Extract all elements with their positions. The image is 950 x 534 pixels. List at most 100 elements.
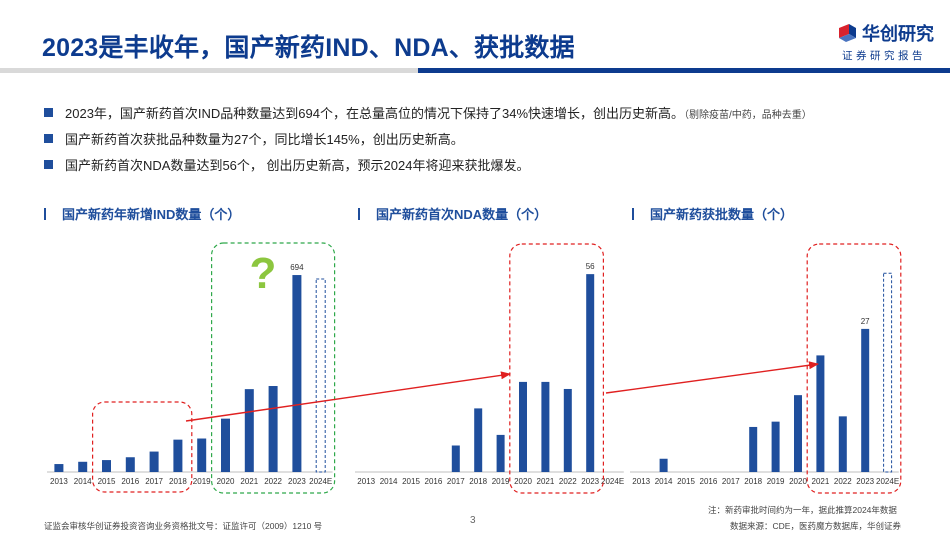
bullet-text: 2023年，国产新药首次IND品种数量达到694个，在总量高位的情况下保持了34…	[65, 106, 685, 121]
tick-label-2013: 2013	[50, 477, 68, 486]
chart-title-approval: 国产新药获批数量（个）	[632, 204, 793, 223]
bar-2020	[794, 395, 802, 472]
tick-label-2022: 2022	[264, 477, 282, 486]
tick-label-2020: 2020	[789, 477, 807, 486]
bar-2013	[54, 464, 64, 472]
tick-label-2024E: 2024E	[309, 477, 332, 486]
tick-label-2015: 2015	[402, 477, 420, 486]
tick-label-2016: 2016	[425, 477, 443, 486]
bullet-text: 国产新药首次获批品种数量为27个，同比增长145%，创出历史新高。	[65, 132, 464, 147]
data-source: 数据来源：CDE，医药魔方数据库，华创证券	[730, 521, 901, 531]
data-label-2023: 27	[861, 317, 870, 326]
tick-label-2014: 2014	[380, 477, 398, 486]
highlight-box-4	[806, 243, 902, 494]
tick-label-2015: 2015	[677, 477, 695, 486]
bullet-square-icon	[44, 108, 53, 117]
bar-2017	[451, 445, 460, 472]
bar-2023	[861, 328, 870, 472]
tick-label-2020: 2020	[514, 477, 532, 486]
tick-label-2016: 2016	[121, 477, 139, 486]
tick-label-2024E: 2024E	[601, 477, 624, 486]
tick-label-2014: 2014	[74, 477, 92, 486]
bar-2016	[125, 457, 135, 472]
page-title: 2023是丰收年，国产新药IND、NDA、获批数据	[42, 34, 575, 62]
bar-2019	[197, 438, 207, 472]
highlight-box-2	[211, 242, 336, 494]
brand-logo: 华创研究 证券研究报告	[832, 20, 944, 66]
bar-2023	[586, 274, 595, 472]
tick-label-2013: 2013	[357, 477, 375, 486]
bar-2021	[541, 381, 550, 472]
chart-title-text: 国产新药年新增IND数量（个）	[62, 207, 241, 222]
highlight-box-3	[509, 243, 604, 494]
bar-2018	[474, 408, 483, 472]
chart-title-text: 国产新药获批数量（个）	[650, 207, 794, 222]
title-bar-icon	[358, 208, 360, 220]
logo-name: 华创研究	[862, 24, 934, 44]
tick-label-2018: 2018	[744, 477, 762, 486]
bar-2019	[496, 434, 505, 472]
tick-label-2018: 2018	[469, 477, 487, 486]
tick-label-2023: 2023	[856, 477, 874, 486]
bar-2022	[563, 388, 572, 472]
chart-nda: 2013 2014 2015 2016 2017 2018 2019 2020 2021 2022…	[355, 262, 624, 486]
tick-label-2019: 2019	[767, 477, 785, 486]
question-mark-annotation: ?	[250, 249, 277, 298]
chart-overlays: ?	[91, 242, 902, 494]
bar-2020	[221, 418, 230, 472]
bar-2015	[102, 460, 111, 472]
tick-label-2013: 2013	[632, 477, 650, 486]
projected-bar-2024E	[883, 272, 893, 473]
arrow-ind-to-nda	[185, 371, 511, 422]
bar-2019	[771, 421, 780, 472]
license-note: 证监会审核华创证券投资咨询业务资格批文号：证监许可（2009）1210 号	[44, 521, 323, 531]
bar-2021	[244, 389, 254, 472]
tick-label-2016: 2016	[700, 477, 718, 486]
tick-label-2015: 2015	[98, 477, 116, 486]
bullet-note: （剔除疫苗/中药，品种去重）	[684, 110, 812, 121]
bar-2023	[292, 275, 302, 472]
chart-title-ind: 国产新药年新增IND数量（个）	[44, 204, 240, 223]
title-bar-icon	[44, 208, 46, 220]
logo-subtitle: 证券研究报告	[842, 50, 926, 62]
tick-label-2023: 2023	[288, 477, 306, 486]
bar-2017	[149, 451, 159, 472]
bar-2014	[659, 458, 668, 472]
title-bar-icon	[632, 208, 634, 220]
data-label-2023: 694	[290, 263, 304, 272]
header-accent-bar	[418, 68, 950, 73]
tick-label-2022: 2022	[559, 477, 577, 486]
bullet-square-icon	[44, 134, 53, 143]
logo-mark-icon	[839, 24, 856, 42]
arrow-nda-to-approval	[605, 361, 819, 394]
tick-label-2014: 2014	[655, 477, 673, 486]
bar-2018	[749, 426, 758, 472]
chart-ind: 2013 2014 2015 2016 2017 2018 2019 2020 2021 2022…	[47, 263, 333, 486]
tick-label-2022: 2022	[834, 477, 852, 486]
data-label-2023: 56	[586, 262, 595, 271]
tick-label-2024E: 2024E	[876, 477, 899, 486]
bar-2022	[838, 416, 847, 472]
footnote: 注：新药审批时间约为一年，据此推算2024年数据	[708, 505, 897, 515]
bar-2014	[78, 461, 88, 472]
chart-title-text: 国产新药首次NDA数量（个）	[376, 207, 548, 222]
bullet-square-icon	[44, 160, 53, 169]
bullet-item-ind: 2023年，国产新药首次IND品种数量达到694个，在总量高位的情况下保持了34…	[44, 103, 812, 122]
tick-label-2023: 2023	[581, 477, 599, 486]
tick-label-2019: 2019	[193, 477, 211, 486]
chart-title-nda: 国产新药首次NDA数量（个）	[358, 204, 547, 223]
tick-label-2021: 2021	[240, 477, 258, 486]
chart-approval: 2013 2014 2015 2016 2017 2018 2019 2020 2021 2022…	[630, 272, 899, 486]
tick-label-2020: 2020	[217, 477, 235, 486]
bar-2022	[268, 386, 278, 472]
projected-bar-2024E	[315, 278, 326, 473]
bullet-text: 国产新药首次NDA数量达到56个， 创出历史新高，预示2024年将迎来获批爆发。	[65, 158, 530, 173]
tick-label-2021: 2021	[812, 477, 830, 486]
bar-2021	[816, 355, 825, 472]
bullet-item-approval: 国产新药首次获批品种数量为27个，同比增长145%，创出历史新高。	[44, 129, 464, 148]
tick-label-2021: 2021	[537, 477, 555, 486]
tick-label-2017: 2017	[447, 477, 465, 486]
page-number: 3	[470, 515, 476, 526]
bar-2018	[173, 439, 183, 472]
